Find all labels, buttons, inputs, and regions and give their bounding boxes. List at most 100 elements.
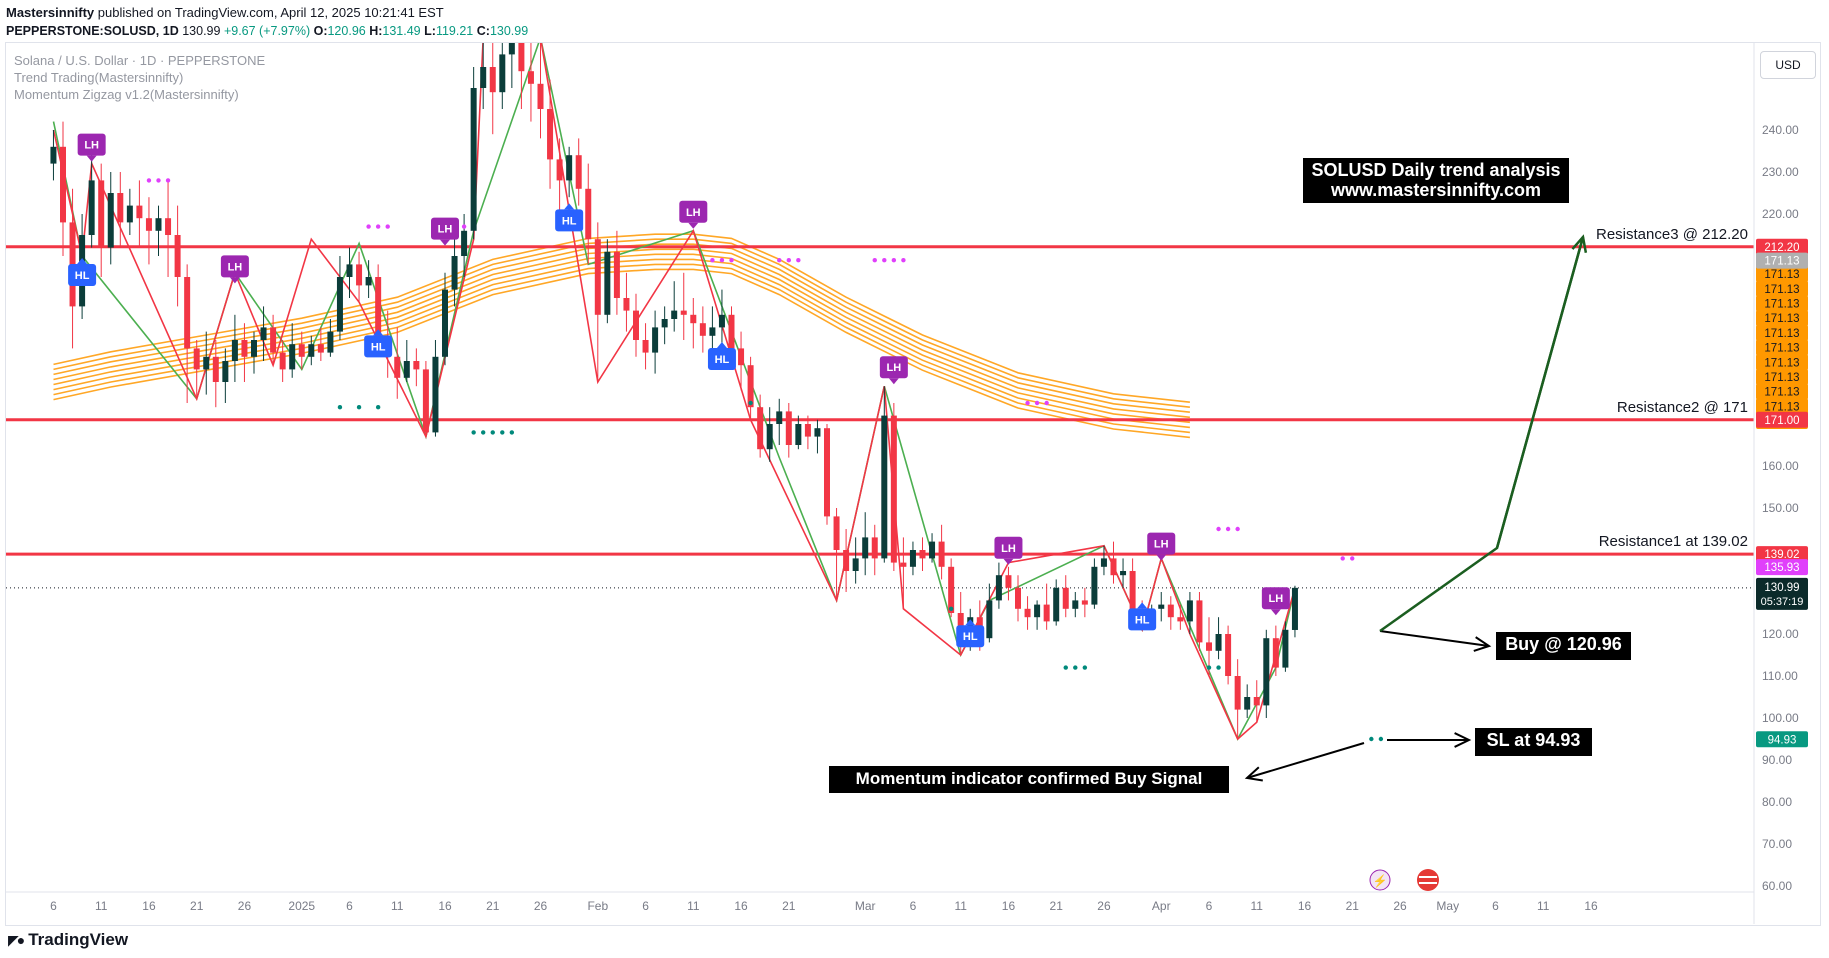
zigzag-label-text: LH bbox=[1001, 543, 1016, 555]
candle bbox=[222, 348, 229, 403]
candle bbox=[270, 314, 277, 366]
price-tag: 171.00 bbox=[1756, 411, 1808, 428]
legend-title: Solana / U.S. Dollar · 1D · PEPPERSTONE bbox=[14, 53, 266, 68]
candle bbox=[718, 289, 725, 345]
flag-icon-stripe bbox=[1419, 882, 1437, 884]
candle bbox=[165, 180, 172, 277]
candle-body bbox=[1072, 600, 1079, 609]
candle bbox=[919, 537, 926, 571]
publish-header: Mastersinnifty published on TradingView.… bbox=[6, 4, 528, 40]
magenta-dot bbox=[1034, 400, 1040, 406]
candle-body bbox=[1291, 587, 1298, 630]
author-name[interactable]: Mastersinnifty bbox=[6, 5, 95, 20]
candle bbox=[126, 188, 133, 235]
zigzag-label-text: HL bbox=[963, 631, 978, 643]
candle-body bbox=[556, 159, 563, 181]
candle-body bbox=[1253, 697, 1260, 706]
resistance-label: Resistance3 @ 212.20 bbox=[1596, 226, 1748, 243]
magenta-dot bbox=[710, 258, 715, 263]
zigzag-label-text: LH bbox=[1269, 593, 1284, 605]
teal-dot bbox=[1073, 665, 1078, 670]
candle-body bbox=[203, 356, 210, 370]
sl-arrow bbox=[1387, 732, 1472, 748]
candle-body bbox=[480, 67, 487, 88]
candle bbox=[1100, 545, 1107, 576]
high-value: 131.49 bbox=[382, 24, 421, 38]
momentum-annotation-bg bbox=[829, 766, 1229, 793]
candle-body bbox=[1206, 642, 1212, 651]
candle bbox=[594, 222, 601, 382]
candle-body bbox=[1196, 600, 1203, 643]
currency-button[interactable]: USD bbox=[1760, 51, 1816, 79]
ma-band-tag-text: 171.13 bbox=[1764, 313, 1799, 325]
candle bbox=[1282, 621, 1289, 672]
tradingview-logo[interactable]: ◤● TradingView bbox=[8, 930, 128, 950]
zigzag-label-text: HL bbox=[715, 354, 730, 366]
x-tick-label: 16 bbox=[142, 899, 156, 913]
zigzag-label: HL bbox=[555, 203, 584, 232]
zigzag-label-pointer bbox=[716, 342, 727, 348]
candle-body bbox=[365, 277, 372, 286]
candle-body bbox=[356, 264, 363, 286]
candle bbox=[1225, 625, 1232, 685]
candle-body bbox=[738, 348, 745, 366]
candle-body bbox=[986, 600, 993, 639]
zigzag-label-box bbox=[956, 625, 985, 648]
y-tick-label: 60.00 bbox=[1762, 879, 1792, 893]
ma-band-tag-bg bbox=[1756, 339, 1808, 356]
branding-text: TradingView bbox=[28, 930, 129, 949]
price-tag: 139.02 bbox=[1756, 546, 1808, 563]
x-tick-label: 11 bbox=[95, 899, 108, 913]
legend-indicator-trend[interactable]: Trend Trading(Mastersinnifty) bbox=[14, 70, 184, 85]
price-tag-text: 212.20 bbox=[1764, 242, 1799, 254]
momentum-annotation-text: Momentum indicator confirmed Buy Signal bbox=[856, 769, 1203, 788]
magenta-dot bbox=[1225, 526, 1231, 532]
x-tick-label: 11 bbox=[391, 899, 404, 913]
legend-indicator-zigzag[interactable]: Momentum Zigzag v1.2(Mastersinnifty) bbox=[14, 87, 239, 102]
price-tag: 212.20 bbox=[1756, 238, 1808, 255]
candle bbox=[795, 415, 802, 450]
x-tick-label: 16 bbox=[1584, 899, 1598, 913]
candle-body bbox=[499, 54, 506, 93]
candle-body bbox=[279, 352, 286, 370]
magenta-dot bbox=[719, 258, 725, 263]
ma-band-tag: 171.13 bbox=[1756, 324, 1808, 341]
chart-frame bbox=[5, 42, 1821, 926]
candle-body bbox=[174, 235, 181, 277]
price-tag-bg bbox=[1756, 559, 1808, 576]
candle bbox=[193, 340, 200, 399]
candle bbox=[308, 335, 315, 366]
y-tick-label: 110.00 bbox=[1762, 669, 1798, 683]
zigzag-label-pointer bbox=[373, 329, 384, 336]
candle bbox=[1263, 629, 1270, 718]
candle bbox=[671, 281, 678, 332]
zigzag-label-pointer bbox=[888, 378, 899, 385]
magenta-dot bbox=[872, 258, 877, 263]
ma-band-tag-text: 171.13 bbox=[1764, 328, 1799, 340]
candle bbox=[136, 180, 143, 248]
ma-band-tag: 171.13 bbox=[1756, 280, 1808, 297]
candle-body bbox=[852, 558, 859, 571]
open-value: 120.96 bbox=[327, 24, 366, 38]
candle-body bbox=[336, 277, 343, 332]
candle-body bbox=[881, 415, 888, 559]
buy-annotation-text: Buy @ 120.96 bbox=[1505, 634, 1622, 654]
x-tick-label: Apr bbox=[1152, 899, 1171, 913]
candle bbox=[785, 403, 792, 458]
teal-dot bbox=[500, 430, 505, 435]
candle bbox=[1177, 604, 1184, 630]
candle-body bbox=[843, 550, 850, 571]
candle-body bbox=[308, 344, 315, 357]
ma-band-tag: 171.13 bbox=[1756, 368, 1808, 385]
candle-body bbox=[566, 155, 573, 181]
candle bbox=[1158, 592, 1165, 622]
candle bbox=[98, 163, 105, 277]
candle-body bbox=[680, 310, 687, 315]
y-tick-label: 70.00 bbox=[1762, 837, 1792, 851]
y-tick-label: 90.00 bbox=[1762, 753, 1792, 767]
price-tag: 171.13 bbox=[1756, 252, 1808, 269]
zigzag-label-text: HL bbox=[75, 270, 90, 282]
candle-body bbox=[422, 369, 429, 433]
candle-body bbox=[948, 566, 955, 613]
